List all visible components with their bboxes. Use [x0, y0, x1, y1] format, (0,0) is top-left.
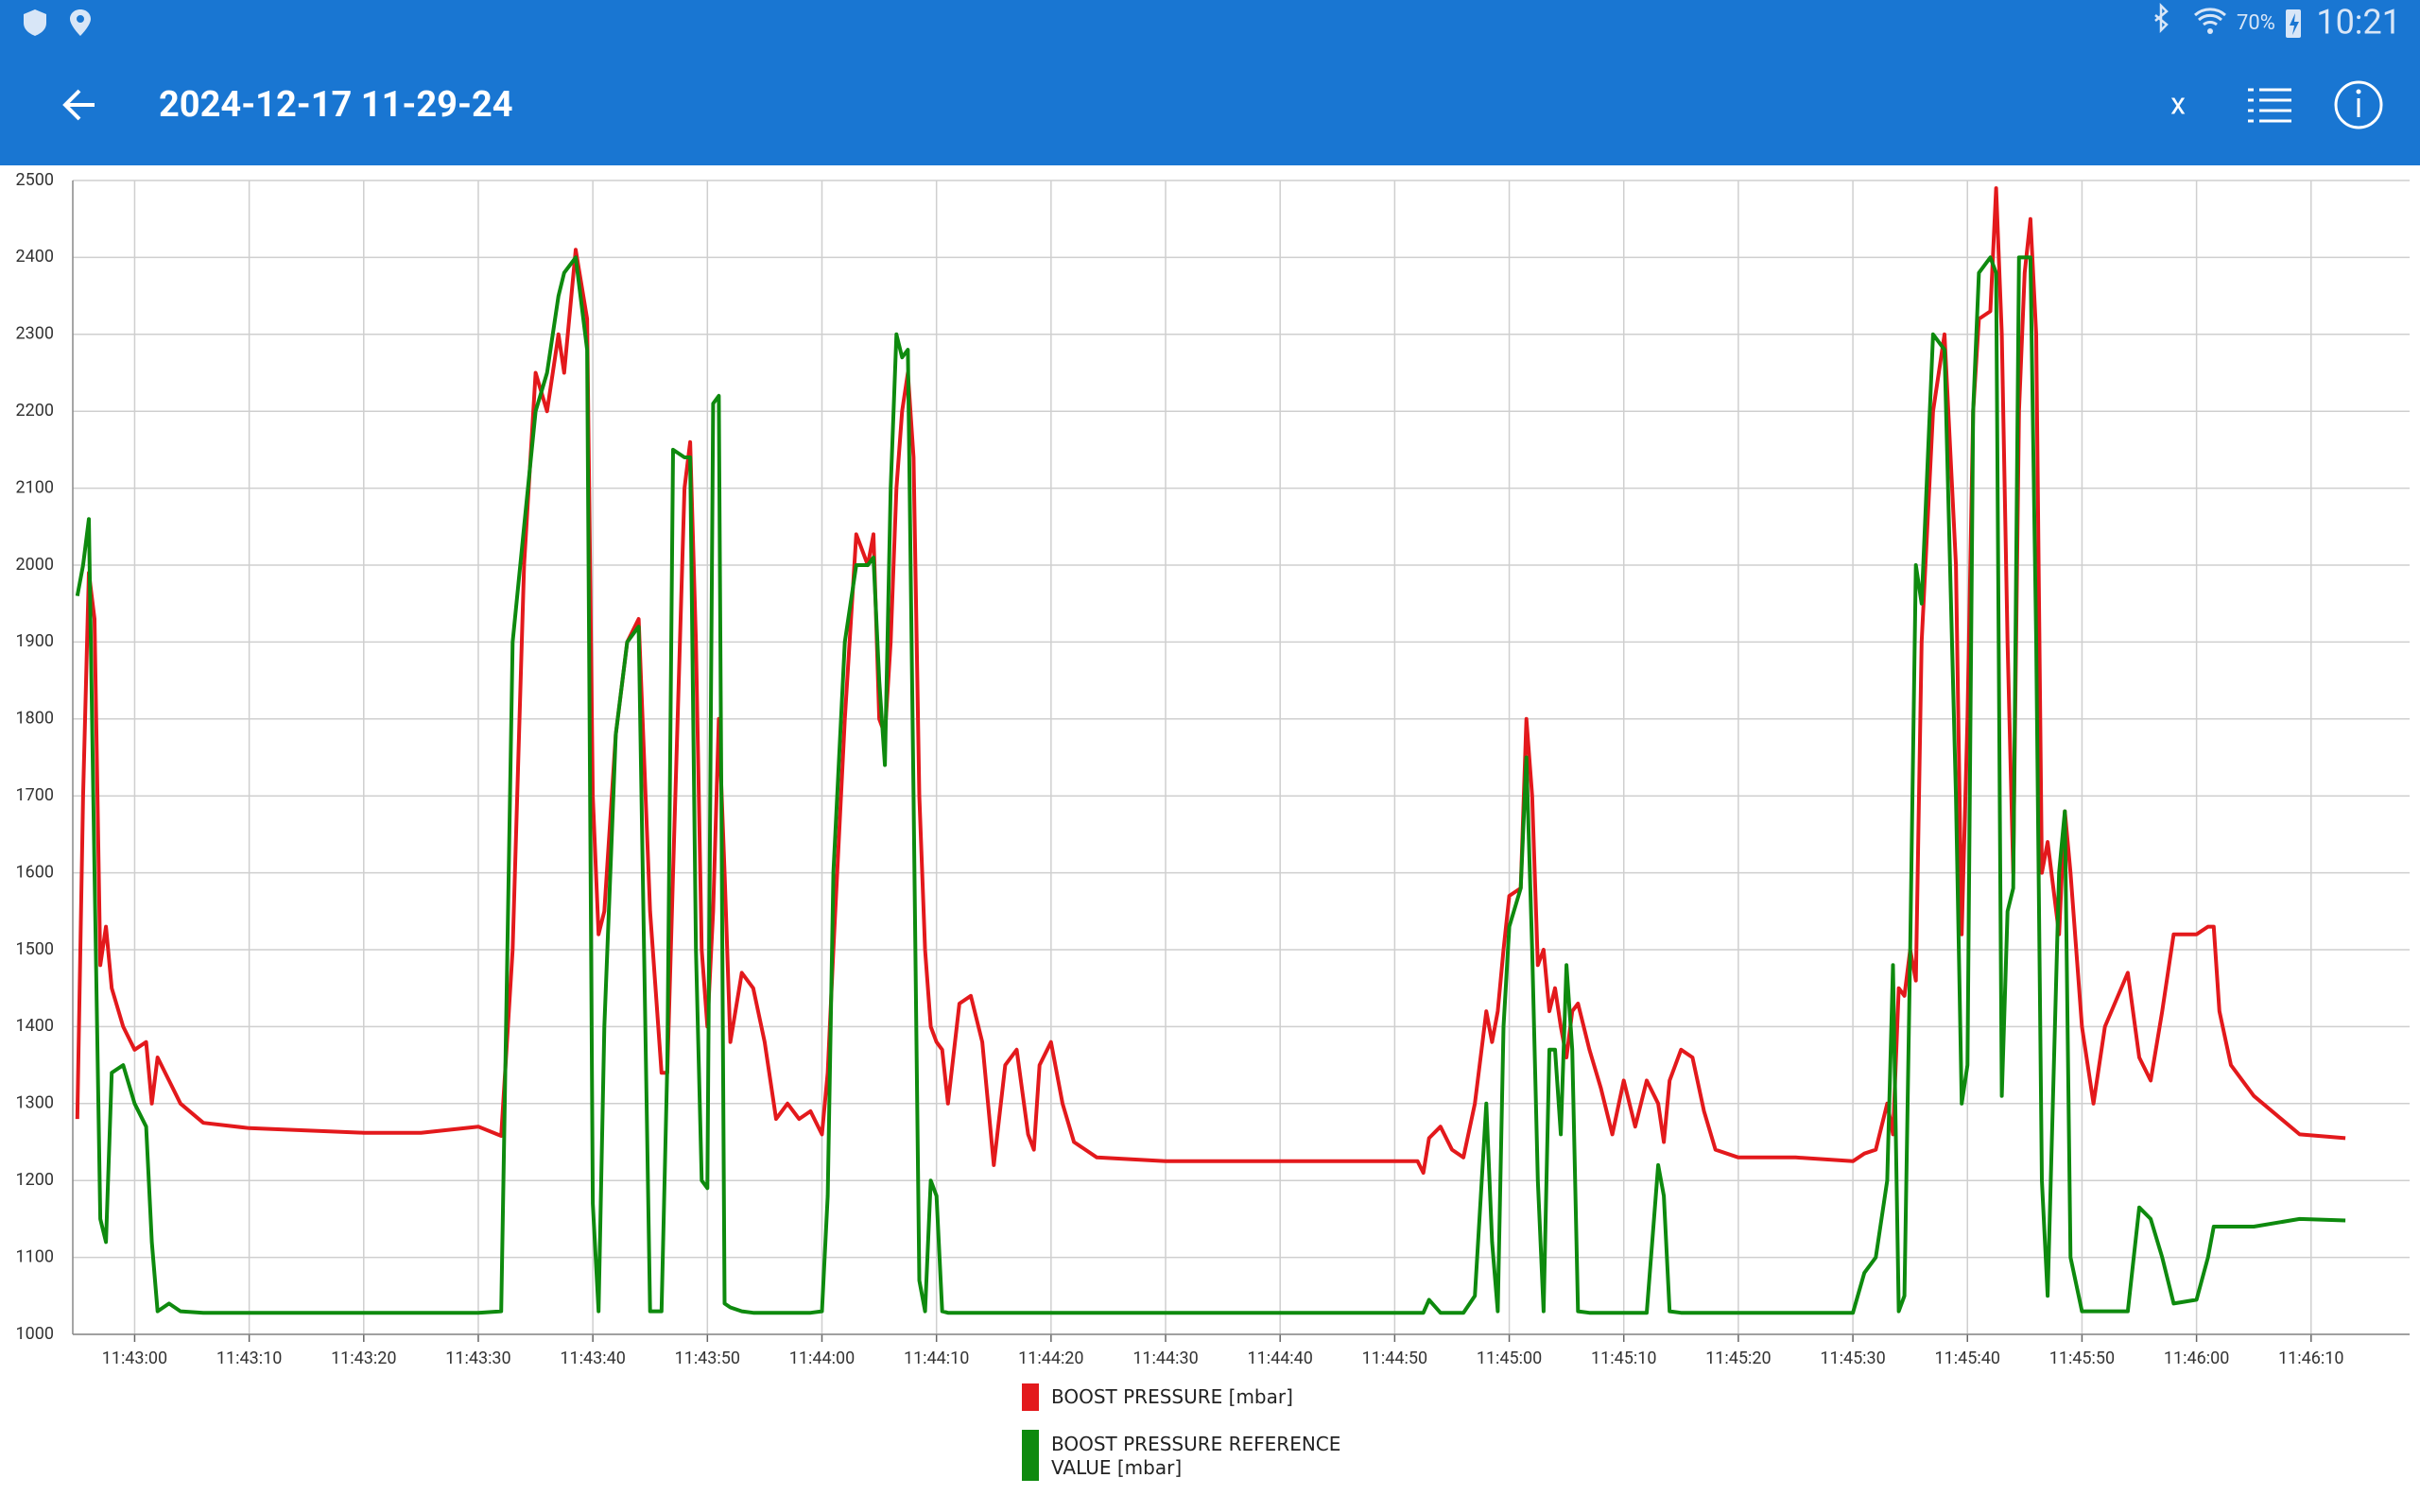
series-line: [75, 255, 2346, 1315]
location-icon: [70, 9, 91, 36]
legend-label: BOOST PRESSURE REFERENCE VALUE [mbar]: [1051, 1433, 1341, 1479]
legend-swatch: [1022, 1430, 1039, 1481]
bluetooth-icon: [2154, 2, 2169, 34]
x-tick-label: 11:46:00: [2164, 1349, 2229, 1368]
x-tick-label: 11:43:00: [102, 1349, 167, 1368]
y-tick-label: 1400: [16, 1016, 54, 1036]
y-tick-label: 1100: [16, 1246, 54, 1266]
x-tick-label: 11:44:20: [1018, 1349, 1083, 1368]
x-tick-label: 11:45:00: [1477, 1349, 1542, 1368]
y-tick-label: 2000: [16, 555, 54, 575]
x-tick-label: 11:44:30: [1132, 1349, 1198, 1368]
info-button[interactable]: [2334, 80, 2383, 129]
plot: 1000 1100 1200 1300 1400 1500 1600 1700 1800 1900…: [16, 170, 2410, 1368]
y-tick-label: 2300: [16, 324, 54, 344]
battery-percent: 70%: [2237, 11, 2275, 35]
x-tick-label: 11:44:00: [789, 1349, 855, 1368]
x-tick-label: 11:43:40: [560, 1349, 625, 1368]
x-tick-label: 11:45:10: [1591, 1349, 1656, 1368]
x-tick-label: 11:45:40: [1935, 1349, 2000, 1368]
legend-swatch: [1022, 1383, 1039, 1411]
y-tick-label: 1700: [16, 785, 54, 805]
y-tick-label: 1300: [16, 1093, 54, 1113]
app-bar-bg: [0, 0, 2420, 165]
x-tick-label: 11:43:10: [216, 1349, 282, 1368]
y-tick-label: 1800: [16, 709, 54, 729]
x-tick-label: 11:46:10: [2278, 1349, 2343, 1368]
y-tick-label: 2200: [16, 401, 54, 421]
close-button[interactable]: x: [2170, 85, 2186, 121]
wifi-dot: [2207, 28, 2213, 34]
x-tick-label: 11:43:50: [675, 1349, 740, 1368]
list-button[interactable]: [2248, 88, 2291, 123]
x-tick-label: 11:45:30: [1820, 1349, 1885, 1368]
legend-label: BOOST PRESSURE [mbar]: [1051, 1385, 1293, 1408]
x-tick-label: 11:44:10: [904, 1349, 969, 1368]
y-tick-label: 2500: [16, 170, 54, 190]
y-tick-label: 1600: [16, 862, 54, 882]
x-tick-label: 11:45:50: [2049, 1349, 2115, 1368]
x-tick-label: 11:43:20: [331, 1349, 396, 1368]
battery-bolt: [2290, 13, 2299, 35]
y-tick-label: 1500: [16, 939, 54, 959]
app-bar-title: 2024-12-17 11-29-24: [159, 84, 513, 126]
y-tick-label: 1000: [16, 1324, 54, 1344]
y-tick-label: 2400: [16, 247, 54, 266]
wifi-icon: [2194, 8, 2226, 26]
clock: 10:21: [2316, 3, 2401, 43]
x-tick-label: 11:45:20: [1705, 1349, 1771, 1368]
y-tick-label: 1900: [16, 631, 54, 651]
x-tick-label: 11:44:50: [1362, 1349, 1427, 1368]
x-tick-label: 11:44:40: [1247, 1349, 1312, 1368]
y-tick-label: 2100: [16, 477, 54, 497]
back-button[interactable]: [62, 89, 95, 121]
series-line: [75, 186, 2346, 1176]
y-tick-label: 1200: [16, 1170, 54, 1190]
x-tick-label: 11:43:30: [445, 1349, 510, 1368]
shield-icon: [24, 9, 46, 36]
